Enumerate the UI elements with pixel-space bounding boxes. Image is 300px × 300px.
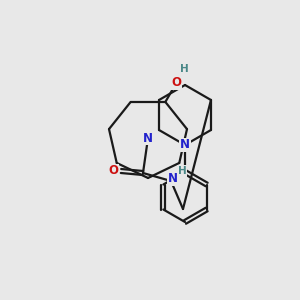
- Text: O: O: [108, 164, 118, 178]
- Text: H: H: [178, 166, 186, 176]
- Text: N: N: [180, 139, 190, 152]
- Text: H: H: [180, 64, 189, 74]
- Text: O: O: [171, 76, 182, 89]
- Text: N: N: [168, 172, 178, 185]
- Text: N: N: [143, 131, 153, 145]
